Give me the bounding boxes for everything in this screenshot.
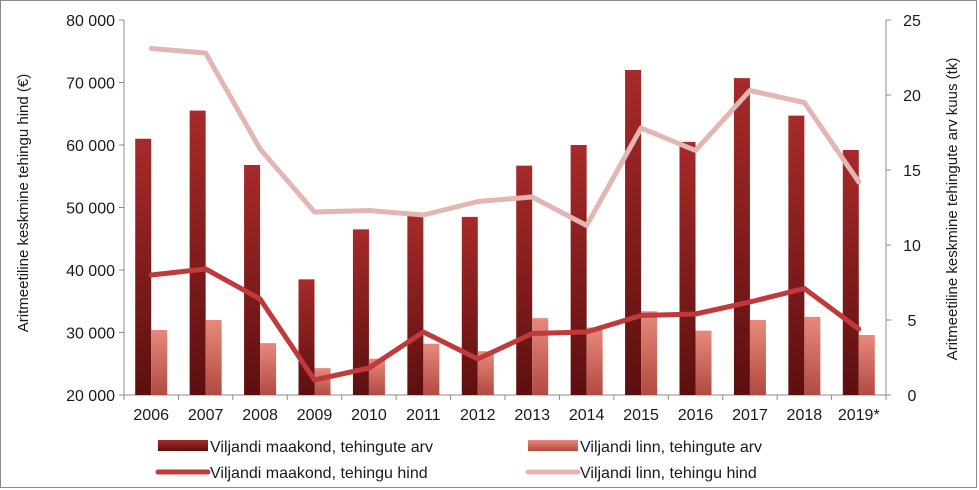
- y-tick-label-right: 25: [903, 13, 921, 30]
- plot-axes: [119, 19, 891, 400]
- legend-label: Viljandi maakond, tehingu hind: [210, 465, 428, 482]
- bar-maakond: [135, 138, 152, 395]
- x-tick-label: 2006: [133, 407, 169, 424]
- bar-linn: [804, 316, 821, 395]
- y-tick-label-right: 15: [903, 163, 921, 180]
- y-tick-label-left: 40 000: [66, 263, 115, 280]
- legend-swatch-bar: [158, 440, 208, 451]
- y-tick-label-left: 20 000: [66, 388, 115, 405]
- x-tick-label: 2012: [460, 407, 496, 424]
- x-tick-label: 2009: [297, 407, 333, 424]
- bar-linn: [532, 318, 549, 395]
- legend: Viljandi maakond, tehingute arv Viljandi …: [155, 439, 762, 482]
- legend-swatch-bar: [528, 440, 578, 451]
- bar-maakond: [733, 78, 750, 395]
- bar-maakond: [679, 141, 696, 395]
- x-tick-label: 2011: [406, 407, 441, 424]
- y-axis-title-right: Aritmeetiline keskmine tehingute arv kuu…: [944, 58, 961, 361]
- x-tick-label: 2016: [678, 407, 714, 424]
- bar-maakond: [189, 110, 206, 395]
- x-tick-label: 2007: [188, 407, 224, 424]
- lines-layer: [148, 46, 862, 383]
- bar-maakond: [461, 216, 478, 395]
- x-tick-label: 2019*: [838, 407, 880, 424]
- legend-label: Viljandi linn, tehingute arv: [580, 439, 762, 456]
- bar-maakond: [788, 115, 805, 395]
- bar-linn: [749, 320, 766, 395]
- bar-maakond: [407, 213, 424, 395]
- x-tick-label: 2013: [514, 407, 550, 424]
- y-tick-label-left: 60 000: [66, 138, 115, 155]
- y-tick-label-right: 10: [903, 238, 921, 255]
- x-tick-label: 2010: [351, 407, 387, 424]
- y-tick-label-left: 30 000: [66, 326, 115, 343]
- bar-linn: [151, 330, 168, 395]
- x-tick-label: 2008: [242, 407, 278, 424]
- x-tick-label: 2018: [787, 407, 823, 424]
- bar-linn: [641, 311, 658, 395]
- bar-linn: [858, 335, 875, 395]
- legend-label: Viljandi linn, tehingu hind: [580, 465, 757, 482]
- line-series: [148, 266, 862, 383]
- y-tick-label-right: 20: [903, 88, 921, 105]
- x-tick-label: 2017: [732, 407, 768, 424]
- x-tick-label: 2015: [623, 407, 659, 424]
- bar-linn: [205, 320, 222, 395]
- bar-maakond: [842, 150, 859, 395]
- bar-linn: [260, 343, 277, 395]
- y-tick-label-left: 70 000: [66, 76, 115, 93]
- bar-maakond: [244, 165, 261, 395]
- bar-maakond: [625, 70, 642, 395]
- y-tick-label-right: 5: [908, 313, 917, 330]
- y-tick-label-left: 80 000: [66, 13, 115, 30]
- ticks-layer: 20 000 30 000 40 000 50 000 60 000 70 000 80 0…: [66, 13, 921, 424]
- bar-linn: [477, 351, 494, 395]
- x-tick-label: 2014: [569, 407, 605, 424]
- bar-linn: [423, 343, 440, 395]
- bar-maakond: [352, 229, 369, 395]
- y-tick-label-right: 0: [908, 388, 917, 405]
- y-axis-title-left: Aritmeetiline keskmine tehingu hind (€): [15, 74, 32, 332]
- bar-maakond: [570, 145, 587, 395]
- bar-linn: [695, 330, 712, 395]
- legend-label: Viljandi maakond, tehingute arv: [210, 439, 433, 456]
- line-series: [148, 46, 862, 228]
- bar-linn: [586, 327, 603, 395]
- y-tick-label-left: 50 000: [66, 201, 115, 218]
